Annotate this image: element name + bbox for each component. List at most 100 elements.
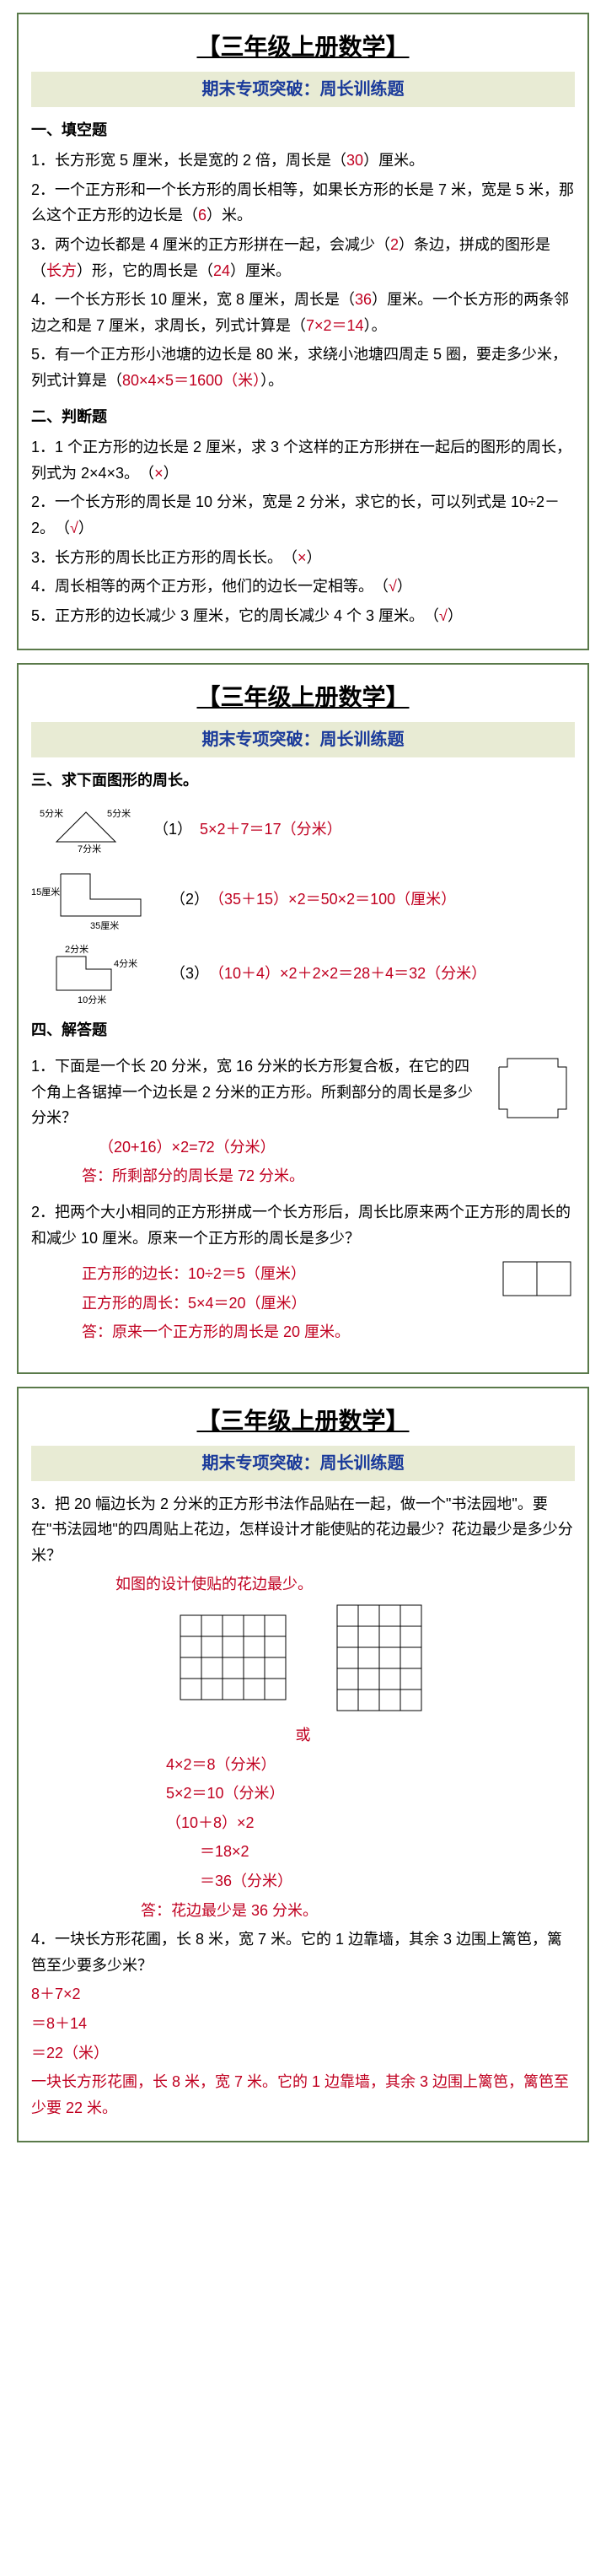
- p2-a: 正方形的边长：10÷2＝5（厘米）: [82, 1261, 486, 1287]
- notch-diagram: 2分米 4分米 10分米: [31, 940, 158, 1007]
- svg-text:10分米: 10分米: [78, 994, 106, 1005]
- two-square-diagram: [499, 1258, 575, 1300]
- d3-ans: （10＋4）×2＋2×2＝28＋4＝32（分米）: [217, 965, 486, 982]
- q4: 4．一个长方形长 10 厘米，宽 8 厘米，周长是（36）厘米。一个长方形的两条…: [31, 287, 575, 338]
- j3-a: ×: [298, 549, 307, 566]
- q2-tail: ）米。: [206, 207, 252, 224]
- j3-t: 3．长方形的周长比正方形的周长长。 （: [31, 549, 298, 566]
- p4-b: ＝8＋14: [31, 2011, 575, 2037]
- d1: （1） 5×2＋7＝17（分米）: [153, 816, 342, 843]
- j1-a: ×: [154, 465, 164, 482]
- p1-row: 1．下面是一个长 20 分米，宽 16 分米的长方形复合板，在它的四个角上各锯掉…: [31, 1050, 575, 1193]
- q3-a2: 长方: [46, 262, 77, 279]
- p3-f: ＝18×2: [200, 1839, 575, 1865]
- diagram-row-2: 15厘米 35厘米 （2） （35＋15）×2＝50×2＝100（厘米）: [31, 865, 575, 933]
- p3-g: ＝36（分米）: [200, 1868, 575, 1894]
- q2-ans: 6: [198, 207, 206, 224]
- grid-5x4: [333, 1601, 430, 1719]
- panel-1: 【三年级上册数学】 期末专项突破：周长训练题 一、填空题 1．长方形宽 5 厘米…: [17, 13, 589, 650]
- q5-t: 5．有一个正方形小池塘的边长是 80 米，求绕小池塘四周走 5 圈，要走多少米，…: [31, 346, 567, 389]
- j4: 4．周长相等的两个正方形，他们的边长一定相等。 （√）: [31, 574, 575, 600]
- q5-a: 80×4×5＝1600（米）: [122, 372, 260, 389]
- p1-col: 1．下面是一个长 20 分米，宽 16 分米的长方形复合板，在它的四个角上各锯掉…: [31, 1050, 478, 1193]
- section-2: 二、判断题: [31, 404, 575, 430]
- q5: 5．有一个正方形小池塘的边长是 80 米，求绕小池塘四周走 5 圈，要走多少米，…: [31, 342, 575, 393]
- p2-row: 正方形的边长：10÷2＝5（厘米） 正方形的周长：5×4＝20（厘米） 答：原来…: [31, 1258, 575, 1349]
- svg-text:35厘米: 35厘米: [90, 920, 119, 931]
- d1-num: （1）: [153, 821, 185, 838]
- p2-col: 正方形的边长：10÷2＝5（厘米） 正方形的周长：5×4＝20（厘米） 答：原来…: [82, 1258, 486, 1349]
- j5: 5．正方形的边长减少 3 厘米，它的周长减少 4 个 3 厘米。 （√）: [31, 603, 575, 629]
- q1: 1．长方形宽 5 厘米，长是宽的 2 倍，周长是（30）厘米。: [31, 148, 575, 174]
- p2: 2．把两个大小相同的正方形拼成一个长方形后，周长比原来两个正方形的周长的和减少 …: [31, 1199, 575, 1251]
- L-shape-diagram: 15厘米 35厘米: [31, 865, 158, 933]
- svg-text:5分米: 5分米: [107, 808, 131, 819]
- j3-tail: ）: [307, 549, 322, 566]
- q3-t1: 3．两个边长都是 4 厘米的正方形拼在一起，会减少（: [31, 236, 390, 253]
- q3-a3: 24: [213, 262, 230, 279]
- p3-c: 4×2＝8（分米）: [166, 1752, 575, 1778]
- q5-tail: ）。: [260, 372, 283, 389]
- panel-3: 【三年级上册数学】 期末专项突破：周长训练题 3．把 20 幅边长为 2 分米的…: [17, 1387, 589, 2142]
- p3-or: 或: [31, 1722, 575, 1749]
- subtitle: 期末专项突破：周长训练题: [31, 72, 575, 107]
- q1-tail: ）厘米。: [363, 152, 424, 169]
- p2-c: 答：原来一个正方形的周长是 20 厘米。: [82, 1319, 486, 1345]
- p1-ans: 答：所剩部分的周长是 72 分米。: [82, 1163, 478, 1189]
- j1: 1．1 个正方形的边长是 2 厘米，求 3 个这样的正方形拼在一起后的图形的周长…: [31, 434, 575, 486]
- svg-text:15厘米: 15厘米: [31, 887, 60, 897]
- q1-text: 1．长方形宽 5 厘米，长是宽的 2 倍，周长是（: [31, 152, 346, 169]
- q3-t4: ）厘米。: [230, 262, 291, 279]
- q2: 2．一个正方形和一个长方形的周长相等，如果长方形的长是 7 米，宽是 5 米，那…: [31, 177, 575, 229]
- d3: （3） （10＋4）×2＋2×2＝28＋4＝32（分米）: [170, 961, 486, 987]
- triangle-diagram: 5分米 5分米 7分米: [31, 800, 141, 859]
- p4-d: 一块长方形花圃，长 8 米，宽 7 米。它的 1 边靠墙，其余 3 边围上篱笆，…: [31, 2069, 575, 2121]
- panel-2: 【三年级上册数学】 期末专项突破：周长训练题 三、求下面图形的周长。 5分米5分…: [17, 663, 589, 1374]
- j2-a: √: [70, 520, 78, 536]
- p4-a: 8＋7×2: [31, 1981, 575, 2007]
- section-3: 三、求下面图形的周长。: [31, 768, 575, 794]
- d1-ans: 5×2＋7＝17（分米）: [200, 821, 342, 838]
- p3: 3．把 20 幅边长为 2 分米的正方形书法作品贴在一起，做一个"书法园地"。要…: [31, 1491, 575, 1569]
- j2: 2．一个长方形的周长是 10 分米，宽是 2 分米，求它的长，可以列式是 10÷…: [31, 489, 575, 541]
- q4-a1: 36: [355, 291, 372, 308]
- grid-row: [31, 1601, 575, 1719]
- p2-b: 正方形的周长：5×4＝20（厘米）: [82, 1291, 486, 1317]
- q3-t3: ）形，它的周长是（: [77, 262, 213, 279]
- q3-a1: 2: [390, 236, 399, 253]
- subtitle-3: 期末专项突破：周长训练题: [31, 1446, 575, 1481]
- cut-corner-diagram: [491, 1050, 575, 1126]
- d2-num: （2）: [170, 891, 201, 908]
- j1-tail: ）: [164, 465, 179, 482]
- j2-tail: ）: [78, 520, 94, 536]
- q4-t1: 4．一个长方形长 10 厘米，宽 8 厘米，周长是（: [31, 291, 355, 308]
- j4-tail: ）: [397, 578, 412, 595]
- title-3: 【三年级上册数学】: [31, 1401, 575, 1442]
- q2-text: 2．一个正方形和一个长方形的周长相等，如果长方形的长是 7 米，宽是 5 米，那…: [31, 181, 574, 224]
- j5-a: √: [439, 607, 448, 624]
- q4-t3: ）。: [364, 317, 387, 334]
- q3: 3．两个边长都是 4 厘米的正方形拼在一起，会减少（2）条边，拼成的图形是（长方…: [31, 232, 575, 283]
- d2-ans: （35＋15）×2＝50×2＝100（厘米）: [217, 891, 456, 908]
- j5-tail: ）: [448, 607, 463, 624]
- svg-text:4分米: 4分米: [114, 958, 137, 969]
- diagram-row-1: 5分米 5分米 7分米 （1） 5×2＋7＝17（分米）: [31, 800, 575, 859]
- p4: 4．一块长方形花圃，长 8 米，宽 7 米。它的 1 边靠墙，其余 3 边围上篱…: [31, 1927, 575, 1978]
- p3-h: 答：花边最少是 36 分米。: [141, 1898, 575, 1924]
- subtitle-2: 期末专项突破：周长训练题: [31, 722, 575, 757]
- svg-text:2分米: 2分米: [65, 944, 88, 955]
- j1-t: 1．1 个正方形的边长是 2 厘米，求 3 个这样的正方形拼在一起后的图形的周长…: [31, 439, 571, 482]
- q1-ans: 30: [346, 152, 363, 169]
- p3-e: （10＋8）×2: [166, 1810, 575, 1836]
- p3-d: 5×2＝10（分米）: [166, 1781, 575, 1807]
- j5-t: 5．正方形的边长减少 3 厘米，它的周长减少 4 个 3 厘米。 （: [31, 607, 439, 624]
- d2: （2） （35＋15）×2＝50×2＝100（厘米）: [170, 887, 456, 913]
- grid-4x5: [176, 1611, 294, 1708]
- title: 【三年级上册数学】: [31, 27, 575, 67]
- section-1: 一、填空题: [31, 117, 575, 143]
- j4-t: 4．周长相等的两个正方形，他们的边长一定相等。 （: [31, 578, 389, 595]
- svg-text:7分米: 7分米: [78, 843, 101, 854]
- svg-text:5分米: 5分米: [40, 808, 63, 819]
- j2-t: 2．一个长方形的周长是 10 分米，宽是 2 分米，求它的长，可以列式是 10÷…: [31, 493, 560, 536]
- p3-a: 如图的设计使贴的花边最少。: [115, 1571, 575, 1598]
